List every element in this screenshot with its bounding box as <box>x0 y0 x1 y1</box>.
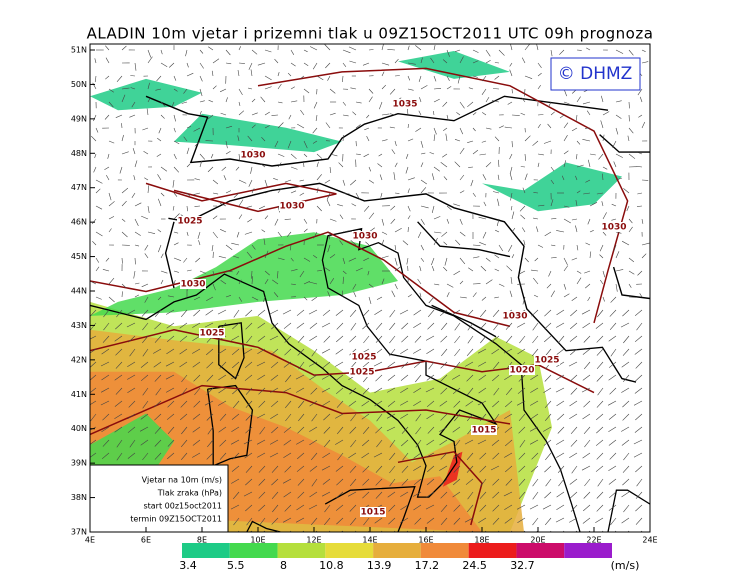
lat-tick-label: 50N <box>71 80 87 89</box>
colorbar-swatch <box>278 543 326 558</box>
legend-text: Tlak zraka (hPa) <box>157 489 222 498</box>
isobar-label: 1025 <box>534 356 559 366</box>
colorbar-swatch <box>421 543 469 558</box>
colorbar-label: 8 <box>280 559 287 572</box>
colorbar-label: 5.5 <box>227 559 245 572</box>
colorbar-swatch <box>373 543 421 558</box>
isobar-label: 1015 <box>360 508 385 518</box>
colorbar-label: 13.9 <box>367 559 392 572</box>
colorbar-label: 24.5 <box>462 559 487 572</box>
lat-tick-label: 44N <box>71 287 87 296</box>
colorbar-label: 10.8 <box>319 559 344 572</box>
isobar-label: 1030 <box>240 151 265 161</box>
colorbar-swatch <box>564 543 612 558</box>
isobar-label: 1030 <box>601 223 626 233</box>
colorbar-swatch <box>469 543 517 558</box>
colorbar-label: 32.7 <box>510 559 535 572</box>
lon-tick-label: 6E <box>141 536 151 545</box>
lat-tick-label: 49N <box>71 114 87 123</box>
lat-tick-label: 41N <box>71 390 87 399</box>
isobar-label: 1035 <box>392 100 417 110</box>
legend-text: termin 09Z15OCT2011 <box>130 515 222 524</box>
isobar-label: 1030 <box>279 202 304 212</box>
colorbar-swatch <box>182 543 230 558</box>
isobar-label: 1015 <box>471 426 496 436</box>
lat-tick-label: 43N <box>71 321 87 330</box>
lat-tick-label: 40N <box>71 424 87 433</box>
lat-tick-label: 51N <box>71 46 87 55</box>
isobar-label: 1025 <box>177 217 202 227</box>
lat-tick-label: 46N <box>71 218 87 227</box>
lon-tick-label: 4E <box>85 536 95 545</box>
legend-text: Vjetar na 10m (m/s) <box>142 476 222 485</box>
colorbar-swatch <box>230 543 278 558</box>
isobar-label: 1025 <box>199 329 224 339</box>
lat-tick-label: 47N <box>71 183 87 192</box>
isobar-label: 1030 <box>352 232 377 242</box>
colorbar-swatch <box>516 543 564 558</box>
lon-tick-label: 24E <box>642 536 657 545</box>
colorbar-label: 3.4 <box>179 559 197 572</box>
title: ALADIN 10m vjetar i prizemni tlak u 09Z1… <box>87 25 654 43</box>
lat-tick-label: 48N <box>71 149 87 158</box>
isobar-label: 1030 <box>180 280 205 290</box>
lat-tick-label: 45N <box>71 252 87 261</box>
colorbar-label: 17.2 <box>415 559 440 572</box>
lat-tick-label: 42N <box>71 355 87 364</box>
isobar-label: 1025 <box>349 368 374 378</box>
colorbar-swatch <box>325 543 373 558</box>
isobar-label: 1025 <box>351 353 376 363</box>
lat-tick-label: 38N <box>71 493 87 502</box>
map <box>88 43 650 538</box>
legend-text: start 00z15oct2011 <box>143 502 222 511</box>
lat-tick-label: 39N <box>71 459 87 468</box>
logo: © DHMZ <box>558 64 633 84</box>
isobar-label: 1030 <box>502 312 527 322</box>
isobar-label: 1020 <box>509 366 534 376</box>
colorbar-unit: (m/s) <box>611 559 640 572</box>
